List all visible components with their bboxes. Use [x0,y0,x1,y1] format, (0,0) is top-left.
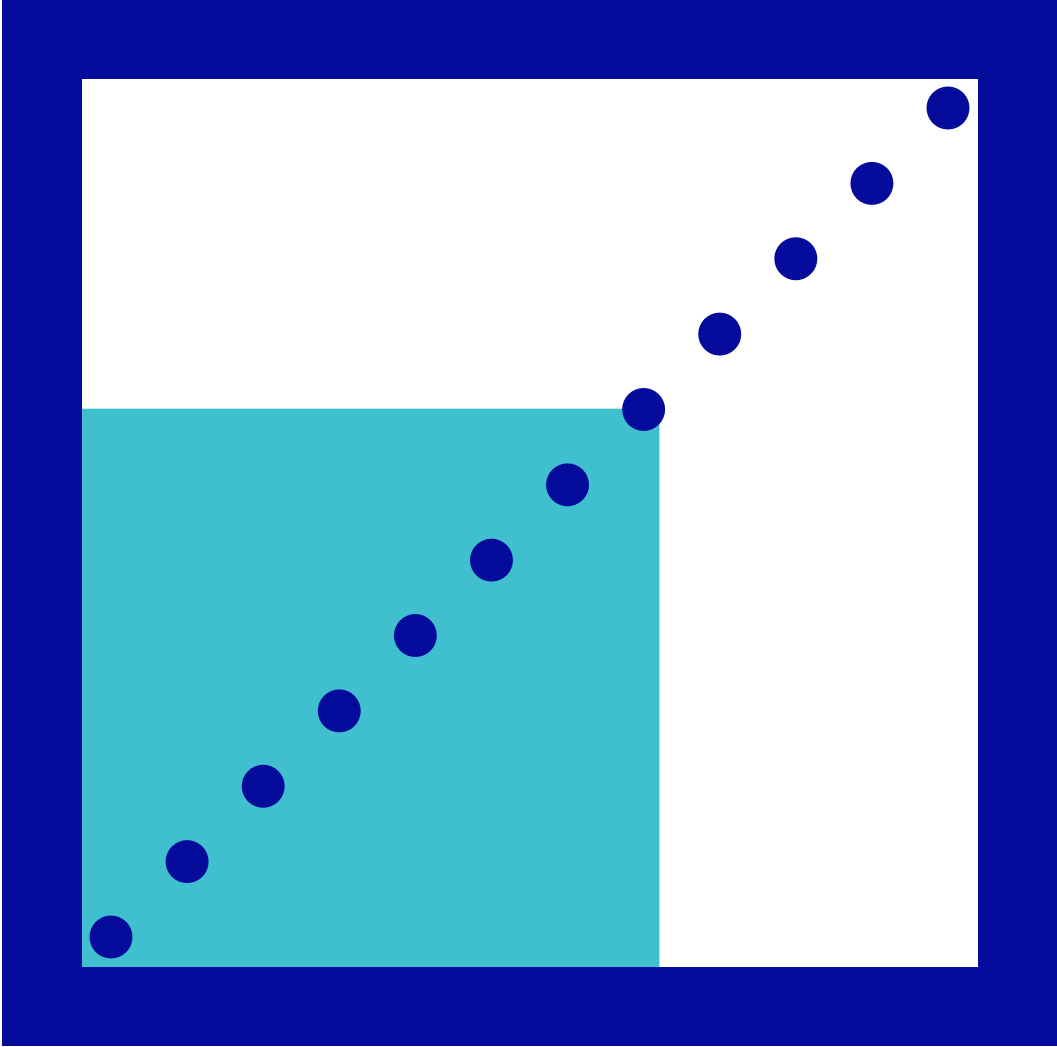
dot [850,161,894,205]
dot [393,614,437,658]
dot [89,915,133,959]
dots-group [89,86,970,959]
dot [926,86,970,130]
dot [546,463,590,507]
dot [698,312,742,356]
dot [622,387,666,431]
dot [241,764,285,808]
dot [317,689,361,733]
dot [469,538,513,582]
dot [165,840,209,884]
dot [774,237,818,281]
